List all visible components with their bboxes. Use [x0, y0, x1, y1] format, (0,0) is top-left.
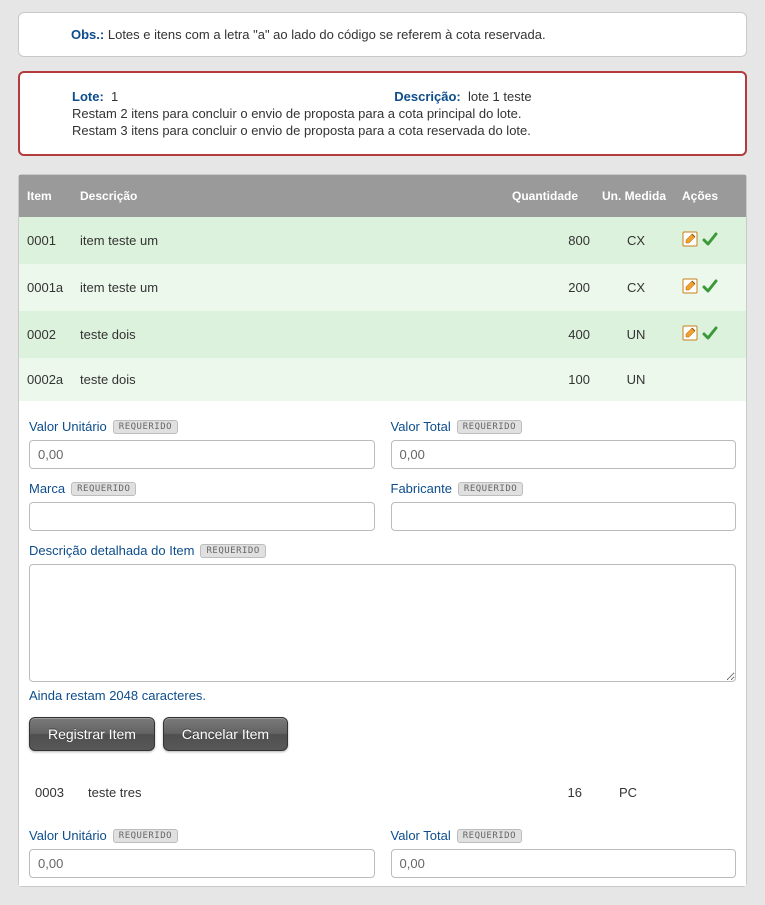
valor-total-label: Valor Total REQUERIDO [391, 419, 737, 434]
requerido-badge: REQUERIDO [457, 829, 522, 843]
edit-icon[interactable] [682, 325, 698, 341]
valor-total-input[interactable] [391, 440, 737, 469]
obs-label: Obs.: [71, 27, 104, 42]
descricao-label: Descrição: [394, 89, 460, 104]
cell-descricao: teste dois [74, 311, 506, 358]
cell-quantidade: 200 [506, 264, 596, 311]
lote-label: Lote: [72, 89, 104, 104]
th-acoes: Ações [676, 175, 746, 217]
table-row: 0001aitem teste um200CX [19, 264, 746, 311]
cell-descricao: teste dois [74, 358, 506, 401]
cell-descricao: item teste um [74, 217, 506, 264]
valor-unitario-label: Valor Unitário REQUERIDO [29, 828, 375, 843]
lote-num: 1 [111, 89, 118, 104]
cell-item: 0002 [19, 311, 74, 358]
th-un-medida: Un. Medida [596, 175, 676, 217]
cell-descricao: teste tres [82, 785, 498, 800]
valor-unitario-label: Valor Unitário REQUERIDO [29, 419, 375, 434]
valor-unitario-input[interactable] [29, 849, 375, 878]
cell-item: 0001a [19, 264, 74, 311]
requerido-badge: REQUERIDO [458, 482, 523, 496]
cell-quantidade: 16 [498, 785, 588, 800]
items-table: Item Descrição Quantidade Un. Medida Açõ… [18, 174, 747, 887]
valor-unitario-input[interactable] [29, 440, 375, 469]
edit-icon[interactable] [682, 231, 698, 247]
table-row: 0001item teste um800CX [19, 217, 746, 264]
th-quantidade: Quantidade [506, 175, 596, 217]
requerido-badge: REQUERIDO [200, 544, 265, 558]
fabricante-input[interactable] [391, 502, 737, 531]
cell-un-medida: CX [596, 217, 676, 264]
cell-un-medida: UN [596, 311, 676, 358]
registrar-item-button[interactable]: Registrar Item [29, 717, 155, 751]
lote-descricao: lote 1 teste [468, 89, 532, 104]
item-form-panel: Valor Unitário REQUERIDO Valor Total REQ… [19, 401, 746, 771]
table-row: 0002teste dois400UN [19, 311, 746, 358]
requerido-badge: REQUERIDO [113, 829, 178, 843]
lote-msg-reservada: Restam 3 itens para concluir o envio de … [72, 123, 729, 138]
requerido-badge: REQUERIDO [457, 420, 522, 434]
cell-quantidade: 400 [506, 311, 596, 358]
check-icon[interactable] [702, 278, 718, 294]
descricao-detalhada-label: Descrição detalhada do Item REQUERIDO [29, 543, 736, 558]
fabricante-label: Fabricante REQUERIDO [391, 481, 737, 496]
marca-label: Marca REQUERIDO [29, 481, 375, 496]
table-row: 0003 teste tres 16 PC [19, 771, 746, 814]
cell-un-medida: CX [596, 264, 676, 311]
cell-quantidade: 100 [506, 358, 596, 401]
obs-box: Obs.: Lotes e itens com a letra "a" ao l… [18, 12, 747, 57]
char-counter: Ainda restam 2048 caracteres. [29, 688, 736, 703]
cell-un-medida: PC [588, 785, 668, 800]
obs-text: Lotes e itens com a letra "a" ao lado do… [108, 27, 546, 42]
cell-item: 0001 [19, 217, 74, 264]
lote-msg-principal: Restam 2 itens para concluir o envio de … [72, 106, 729, 121]
cell-un-medida: UN [596, 358, 676, 401]
descricao-detalhada-input[interactable] [29, 564, 736, 682]
cell-quantidade: 800 [506, 217, 596, 264]
th-descricao: Descrição [74, 175, 506, 217]
check-icon[interactable] [702, 325, 718, 341]
requerido-badge: REQUERIDO [113, 420, 178, 434]
cell-item: 0003 [27, 785, 82, 800]
lote-box: Lote: 1 Descrição: lote 1 teste Restam 2… [18, 71, 747, 156]
cell-item: 0002a [19, 358, 74, 401]
cancelar-item-button[interactable]: Cancelar Item [163, 717, 288, 751]
valor-total-input[interactable] [391, 849, 737, 878]
check-icon[interactable] [702, 231, 718, 247]
requerido-badge: REQUERIDO [71, 482, 136, 496]
item-form-panel-2: Valor Unitário REQUERIDO Valor Total REQ… [19, 814, 746, 886]
cell-descricao: item teste um [74, 264, 506, 311]
valor-total-label: Valor Total REQUERIDO [391, 828, 737, 843]
edit-icon[interactable] [682, 278, 698, 294]
table-row: 0002ateste dois100UN [19, 358, 746, 401]
marca-input[interactable] [29, 502, 375, 531]
th-item: Item [19, 175, 74, 217]
